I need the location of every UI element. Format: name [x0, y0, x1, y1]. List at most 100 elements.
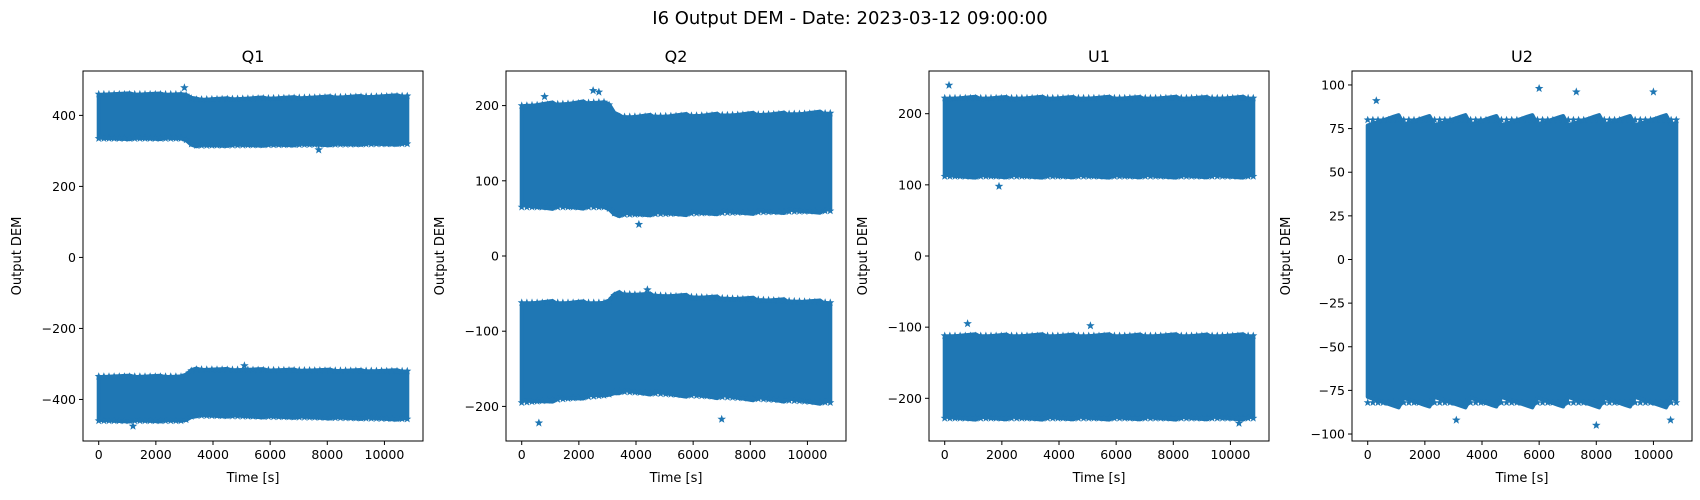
- x-tick-label: 0: [95, 447, 103, 462]
- data-point-outlier: [588, 86, 598, 95]
- y-tick-label: −200: [465, 399, 499, 414]
- subplot-u1: 0 2000 4000 6000 8000 10000 −200 −100 0 100 200 U1…: [856, 47, 1270, 486]
- x-tick-label: 8000: [1580, 447, 1612, 462]
- ticks-u1: 0 2000 4000 6000 8000 10000 −200 −100 0 100 200: [888, 106, 1251, 462]
- data-point-outlier: [994, 181, 1004, 190]
- plot-title-q1: Q1: [242, 47, 265, 66]
- data-band-upper: [519, 99, 833, 219]
- data-band-edge-upper: [517, 97, 835, 218]
- data-band-upper: [942, 94, 1256, 180]
- data-point-outlier: [1534, 84, 1544, 93]
- y-tick-label: −200: [888, 391, 922, 406]
- ticks-q1: 0 2000 4000 6000 8000 10000 −400 −200 0 200 400: [42, 108, 405, 462]
- data-points-u1: [940, 80, 1258, 427]
- y-axis-label-q1: Output DEM: [10, 217, 25, 296]
- data-points-u2: [1363, 84, 1681, 429]
- data-band-lower: [942, 332, 1256, 422]
- data-point-outlier: [717, 414, 726, 423]
- y-tick-label: −200: [42, 321, 76, 336]
- x-tick-label: 10000: [1634, 447, 1674, 462]
- x-axis-label-u1: Time [s]: [1072, 471, 1126, 486]
- x-axis-label-q2: Time [s]: [649, 471, 703, 486]
- y-tick-label: 0: [491, 249, 499, 264]
- y-tick-label: 200: [898, 106, 922, 121]
- data-point-outlier: [944, 80, 954, 89]
- data-point-outlier: [240, 361, 249, 370]
- data-point-outlier: [1372, 96, 1381, 105]
- x-tick-label: 0: [518, 447, 526, 462]
- ticks-q2: 0 2000 4000 6000 8000 10000 −200 −100 0 100 200: [465, 98, 828, 462]
- data-point-outlier: [1086, 321, 1095, 330]
- data-point-outlier: [1666, 415, 1675, 424]
- x-tick-label: 6000: [254, 447, 286, 462]
- data-point-outlier: [180, 83, 189, 92]
- y-axis-label-q2: Output DEM: [433, 217, 448, 296]
- x-tick-label: 10000: [788, 447, 828, 462]
- data-band-edge-lower: [517, 289, 835, 406]
- data-points-q1: [94, 83, 412, 430]
- data-band-edge-upper: [94, 89, 412, 149]
- x-axis-label-q1: Time [s]: [226, 471, 280, 486]
- y-tick-label: −50: [1319, 339, 1345, 354]
- data-band-lower: [519, 290, 833, 406]
- x-tick-label: 2000: [563, 447, 595, 462]
- y-tick-label: −100: [888, 320, 922, 335]
- x-tick-label: 4000: [1466, 447, 1498, 462]
- x-tick-label: 0: [1364, 447, 1372, 462]
- y-tick-label: −400: [42, 392, 76, 407]
- y-tick-label: 200: [52, 179, 76, 194]
- x-tick-label: 4000: [620, 447, 652, 462]
- x-tick-label: 10000: [365, 447, 405, 462]
- x-tick-label: 8000: [734, 447, 766, 462]
- data-points-q2: [517, 86, 835, 427]
- x-axis-label-u2: Time [s]: [1495, 471, 1549, 486]
- x-tick-label: 2000: [986, 447, 1018, 462]
- y-axis-label-u2: Output DEM: [1279, 217, 1294, 296]
- plot-title-u1: U1: [1088, 47, 1110, 66]
- x-tick-label: 0: [941, 447, 949, 462]
- plot-title-u2: U2: [1511, 47, 1533, 66]
- data-point-outlier: [634, 219, 644, 229]
- ticks-u2: 0 2000 4000 6000 8000 10000 −100 −75 −50 −25 0 25 50…: [1311, 77, 1674, 462]
- x-tick-label: 6000: [1523, 447, 1555, 462]
- x-tick-label: 4000: [197, 447, 229, 462]
- data-point-outlier: [594, 87, 604, 96]
- axes-frame-q1: [82, 70, 424, 442]
- x-tick-label: 8000: [1157, 447, 1189, 462]
- y-tick-label: −75: [1319, 383, 1345, 398]
- y-tick-label: 200: [475, 98, 499, 113]
- data-point-outlier: [1234, 418, 1244, 427]
- y-tick-label: 100: [898, 177, 922, 192]
- figure-title: I6 Output DEM - Date: 2023-03-12 09:00:0…: [652, 8, 1047, 29]
- y-tick-label: 100: [1321, 77, 1345, 92]
- y-tick-label: −100: [465, 324, 499, 339]
- y-tick-label: 75: [1329, 121, 1345, 136]
- plot-title-q2: Q2: [665, 47, 688, 66]
- data-point-outlier: [1649, 87, 1658, 96]
- y-tick-label: 0: [914, 249, 922, 264]
- data-point-outlier: [314, 145, 323, 154]
- subplot-u2: 0 2000 4000 6000 8000 10000 −100 −75 −50 −25 0 25 50…: [1279, 47, 1693, 486]
- data-point-outlier: [643, 285, 652, 294]
- y-tick-label: 100: [475, 173, 499, 188]
- x-tick-label: 8000: [311, 447, 343, 462]
- x-tick-label: 4000: [1043, 447, 1075, 462]
- data-point-outlier: [540, 92, 549, 101]
- y-tick-label: −25: [1319, 296, 1345, 311]
- subplot-q2: 0 2000 4000 6000 8000 10000 −200 −100 0 100 200 Q2…: [433, 47, 847, 486]
- data-band-main: [1365, 113, 1679, 410]
- y-tick-label: 50: [1329, 165, 1345, 180]
- data-point-outlier: [1592, 420, 1601, 429]
- data-point-outlier: [1572, 87, 1581, 96]
- y-tick-label: 0: [1337, 252, 1345, 267]
- y-tick-label: 400: [52, 108, 76, 123]
- x-tick-label: 6000: [1100, 447, 1132, 462]
- data-point-outlier: [1452, 415, 1461, 424]
- axes-frame-u2: [1351, 70, 1693, 442]
- y-tick-label: −100: [1311, 427, 1345, 442]
- x-tick-label: 2000: [1409, 447, 1441, 462]
- x-tick-label: 2000: [140, 447, 172, 462]
- subplot-q1: 0 2000 4000 6000 8000 10000 −400 −200 0 200 400 Q1…: [10, 47, 424, 486]
- data-band-edge-lower: [94, 365, 412, 425]
